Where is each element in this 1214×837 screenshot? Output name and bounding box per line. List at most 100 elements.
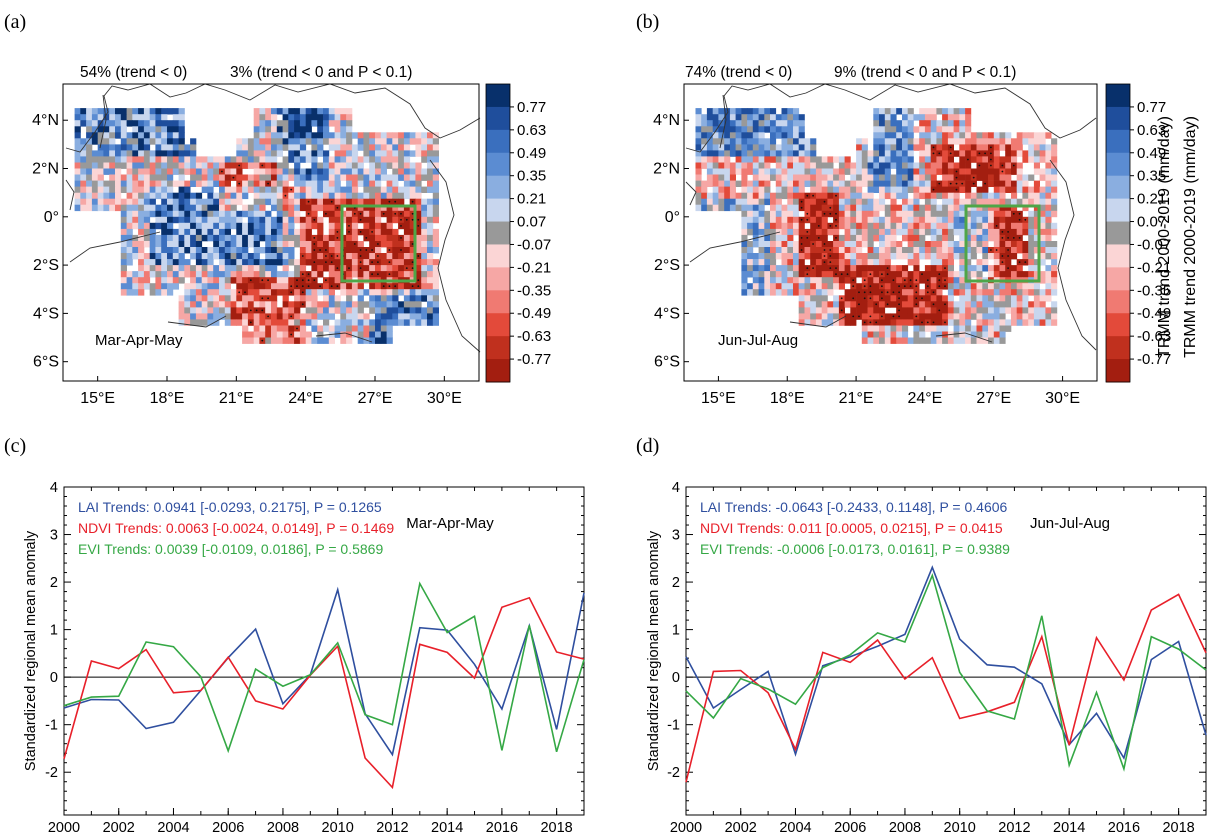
trend-pixel [334, 168, 341, 175]
trend-pixel [155, 168, 162, 175]
trend-pixel [821, 162, 828, 169]
trend-pixel [369, 192, 376, 200]
trend-pixel [317, 331, 324, 338]
trend-pixel [184, 186, 191, 193]
trend-pixel [787, 156, 794, 163]
trend-pixel [936, 331, 943, 338]
lat-tick-label: 2°S [654, 257, 680, 274]
trend-pixel [976, 289, 983, 296]
trend-pixel [253, 289, 260, 296]
significance-dot [382, 285, 385, 288]
trend-pixel [695, 114, 702, 121]
trend-pixel [265, 162, 272, 169]
trend-pixel [427, 234, 434, 242]
trend-pixel [902, 337, 909, 344]
significance-dot [1012, 237, 1015, 239]
trend-pixel [695, 168, 702, 175]
trend-pixel [976, 234, 983, 242]
trend-pixel [1051, 313, 1058, 320]
trend-pixel [764, 168, 771, 175]
trend-pixel [167, 228, 174, 236]
trend-pixel [764, 265, 771, 272]
trend-pixel [276, 331, 283, 338]
trend-pixel [781, 138, 788, 145]
trend-pixel [167, 180, 174, 187]
trend-pixel [913, 228, 920, 236]
trend-pixel [741, 180, 748, 187]
trend-pixel [936, 168, 943, 175]
trend-pixel [970, 192, 977, 200]
trend-pixel [988, 313, 995, 320]
trend-pixel [982, 331, 989, 338]
trend-pixel [724, 192, 731, 200]
trend-pixel [149, 210, 156, 218]
trend-pixel [781, 259, 788, 266]
trend-pixel [770, 222, 777, 230]
trend-pixel [427, 295, 434, 302]
trend-pixel [1033, 283, 1040, 290]
trend-pixel [810, 210, 817, 218]
trend-pixel [804, 247, 811, 254]
significance-dot [388, 249, 391, 251]
trend-pixel [253, 168, 260, 175]
trend-pixel [409, 180, 416, 187]
trend-pixel [959, 325, 966, 332]
trend-pixel [207, 228, 214, 236]
trend-pixel [735, 162, 742, 169]
trend-pixel [890, 126, 897, 133]
trend-pixel [323, 265, 330, 272]
trend-pixel [815, 168, 822, 175]
trend-pixel [276, 120, 283, 127]
trend-pixel [988, 253, 995, 260]
trend-pixel [259, 271, 266, 278]
trend-pixel [242, 259, 249, 266]
trend-pixel [398, 192, 405, 200]
trend-pixel [942, 180, 949, 187]
trend-pixel [976, 156, 983, 163]
trend-pixel [155, 289, 162, 296]
trend-pixel [896, 180, 903, 187]
trend-pixel [415, 313, 422, 320]
trend-pixel [363, 301, 370, 308]
trend-pixel [155, 162, 162, 169]
trend-pixel [288, 222, 295, 230]
trend-pixel [294, 180, 301, 187]
trend-pixel [184, 265, 191, 272]
trend-pixel [138, 120, 145, 127]
trend-pixel [323, 198, 330, 206]
trend-pixel [219, 192, 226, 200]
trend-pixel [323, 162, 330, 169]
trend-pixel [149, 180, 156, 187]
trend-pixel [375, 138, 382, 145]
trend-pixel [815, 295, 822, 302]
trend-pixel [833, 241, 840, 248]
trend-pixel [253, 138, 260, 145]
trend-pixel [1033, 307, 1040, 314]
trend-pixel [999, 295, 1006, 302]
trend-pixel [201, 253, 208, 260]
trend-pixel [873, 313, 880, 320]
trend-pixel [982, 313, 989, 320]
trend-pixel [161, 174, 168, 181]
trend-pixel [432, 271, 439, 278]
trend-pixel [305, 204, 312, 212]
trend-pixel [953, 319, 960, 326]
trend-pixel [844, 156, 851, 163]
trend-pixel [311, 168, 318, 175]
trend-pixel [953, 162, 960, 169]
trend-pixel [924, 150, 931, 157]
trend-pixel [1051, 228, 1058, 236]
trend-pixel [884, 331, 891, 338]
trend-pixel [432, 192, 439, 200]
trend-pixel [712, 150, 719, 157]
trend-pixel [265, 222, 272, 230]
trend-pixel [999, 138, 1006, 145]
colorbar-label: -0.21 [1137, 259, 1171, 276]
trend-pixel [810, 271, 817, 278]
trend-pixel [259, 204, 266, 212]
trend-pixel [1033, 265, 1040, 272]
trend-pixel [976, 301, 983, 308]
trend-pixel [403, 222, 411, 230]
colorbar-swatch [1106, 198, 1130, 223]
trend-pixel [161, 216, 168, 224]
